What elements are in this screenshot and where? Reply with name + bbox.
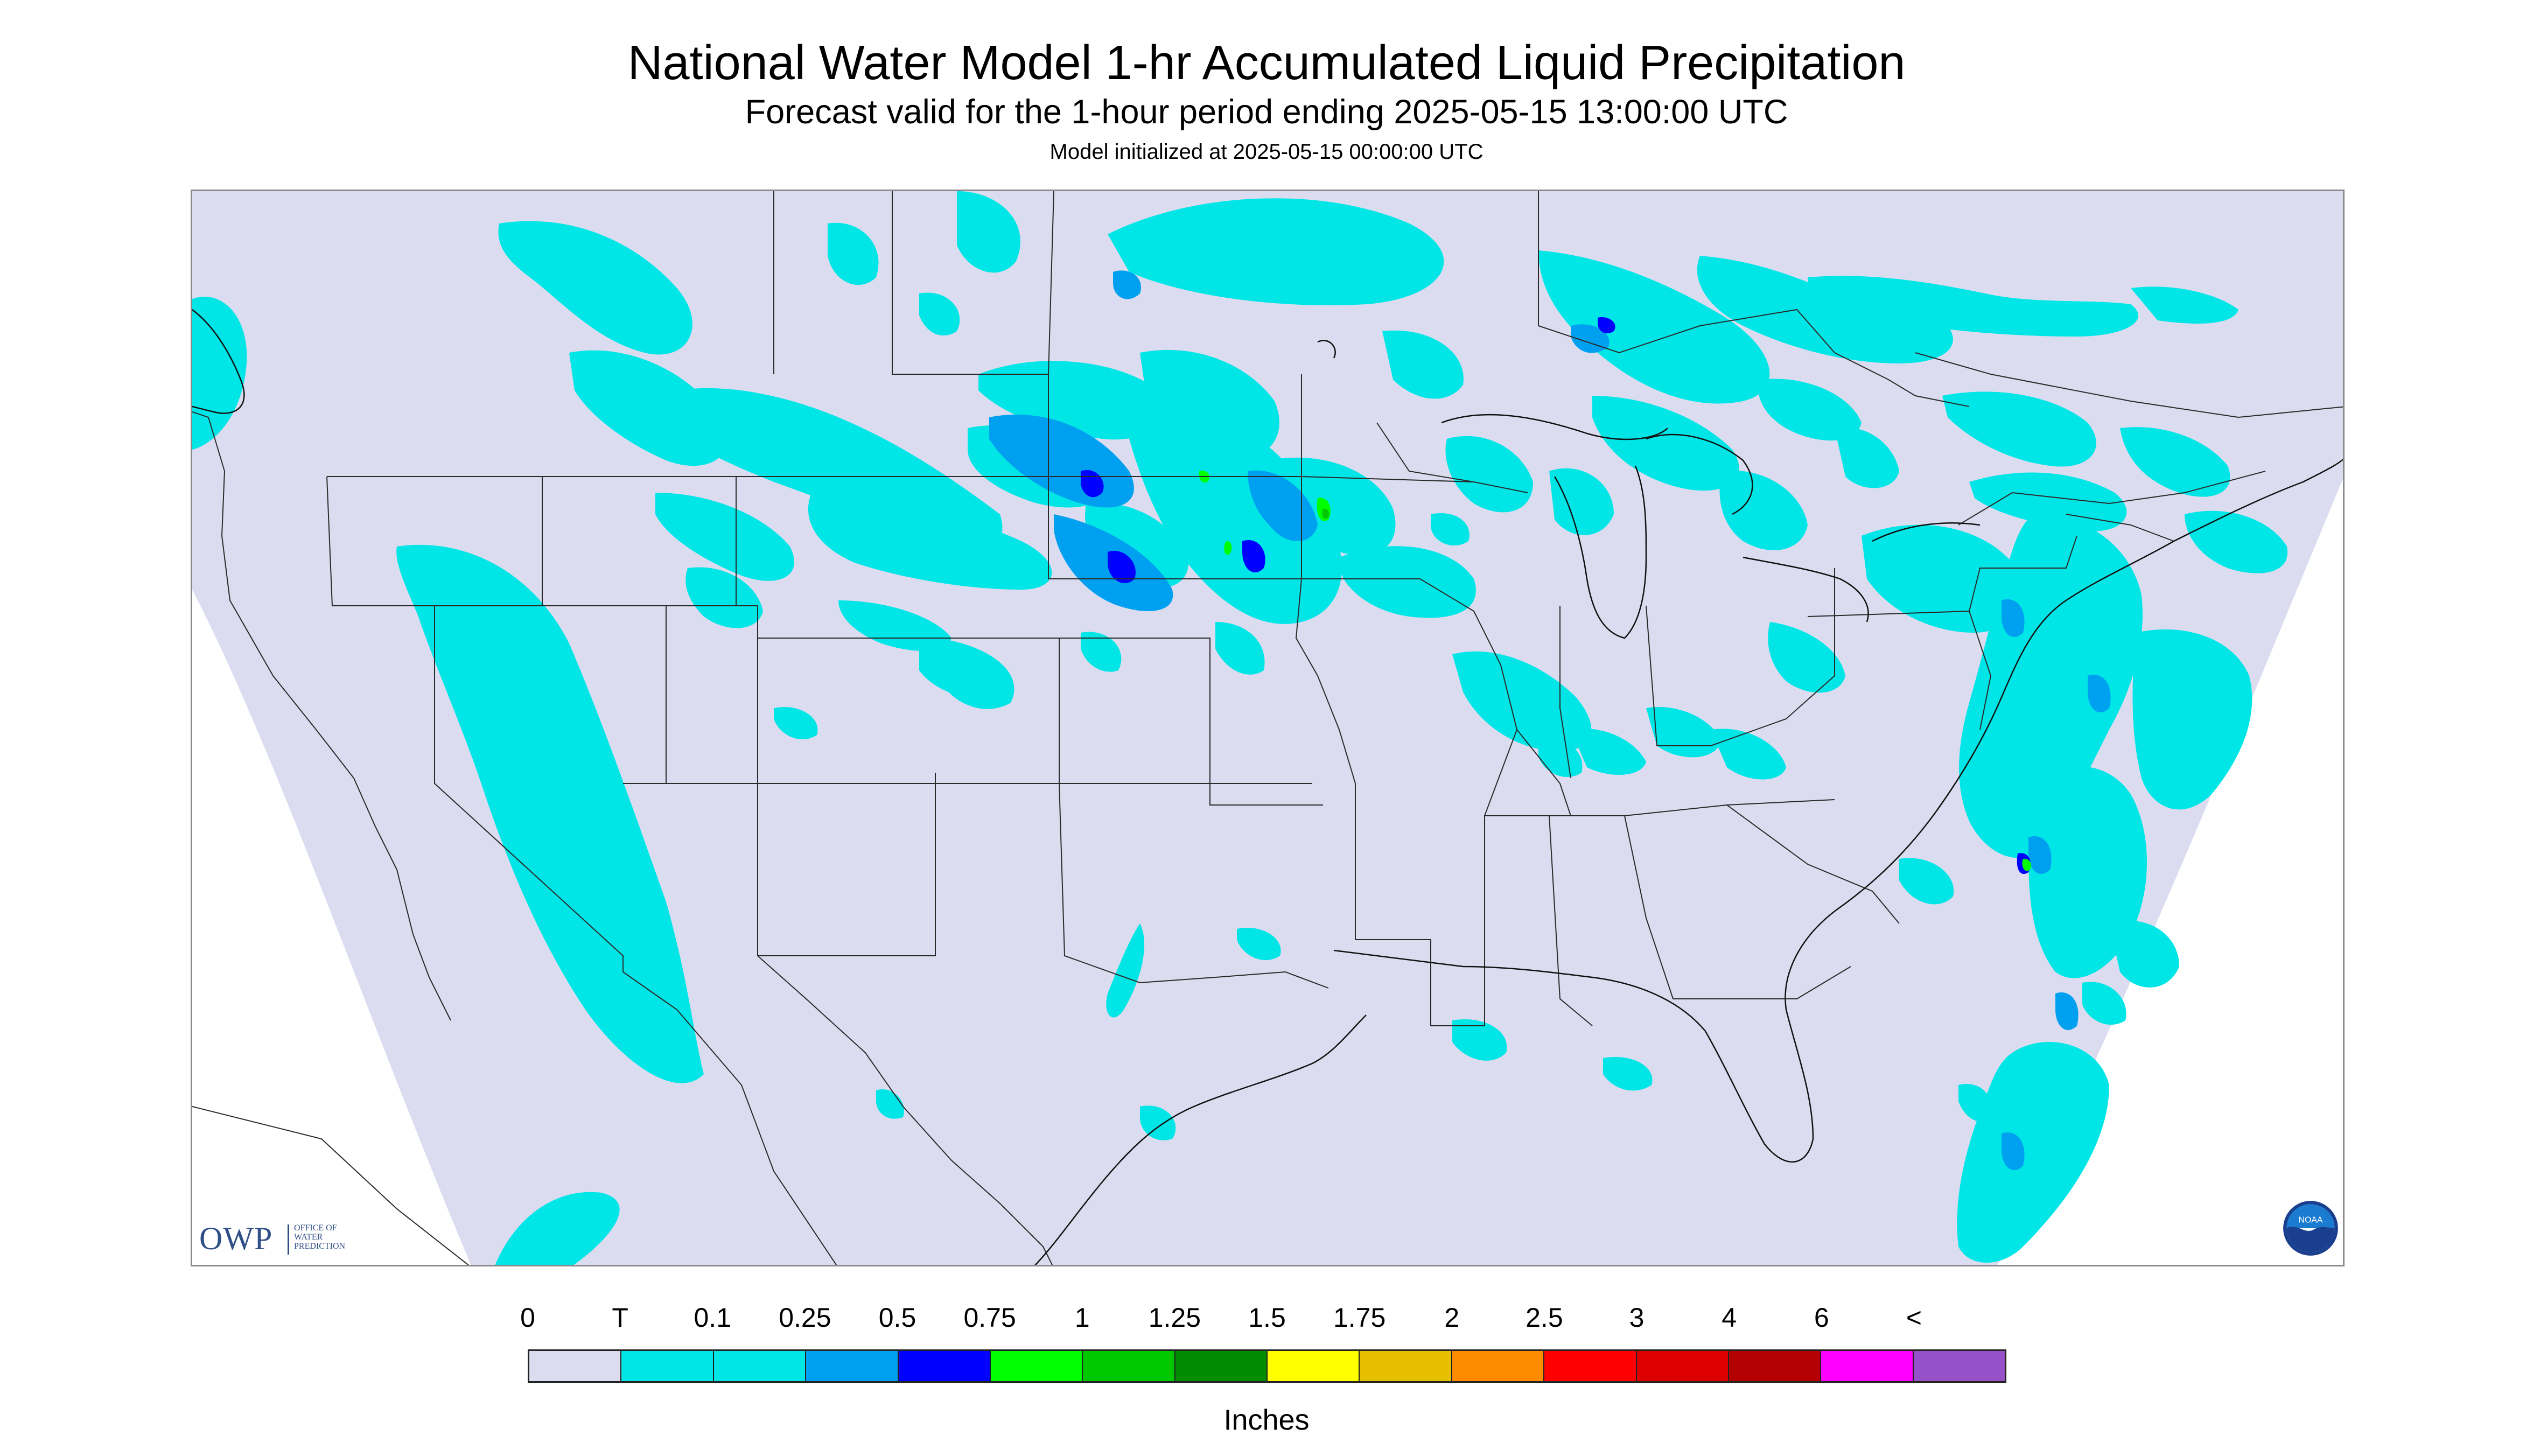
legend-label: 1 <box>1074 1303 1090 1333</box>
legend-label: 0 <box>520 1303 535 1333</box>
legend-swatch <box>1083 1351 1175 1381</box>
legend-swatch <box>621 1351 714 1381</box>
legend-label: 1.25 <box>1148 1303 1201 1333</box>
precip-trace-areas <box>192 191 2288 1265</box>
precip-075-areas <box>1199 471 2032 871</box>
legend-swatch <box>990 1351 1083 1381</box>
legend-swatch <box>806 1351 899 1381</box>
legend-swatch <box>1544 1351 1637 1381</box>
legend-label: 0.5 <box>878 1303 916 1333</box>
legend-label: T <box>612 1303 628 1333</box>
legend-label: 2.5 <box>1526 1303 1563 1333</box>
legend-swatch <box>713 1351 807 1381</box>
legend-swatch <box>1636 1351 1729 1381</box>
political-boundaries <box>192 191 2343 1265</box>
svg-text:NOAA: NOAA <box>2298 1215 2322 1224</box>
legend-swatch <box>1821 1351 1914 1381</box>
owp-logo-divider <box>288 1224 289 1255</box>
map-title: National Water Model 1-hr Accumulated Li… <box>627 36 1906 90</box>
legend-label: 3 <box>1629 1303 1645 1333</box>
legend-label: 6 <box>1814 1303 1829 1333</box>
legend-swatch <box>529 1351 622 1381</box>
owp-logo-subtext: OFFICE OF WATER PREDICTION <box>294 1223 346 1251</box>
coastlines <box>192 309 2343 1265</box>
noaa-logo-icon: NOAA <box>2283 1201 2338 1256</box>
legend-swatch <box>1175 1351 1268 1381</box>
legend-swatch <box>1913 1351 2005 1381</box>
legend-label: 2 <box>1444 1303 1460 1333</box>
legend-swatch <box>1268 1351 1360 1381</box>
color-legend-bar <box>528 1349 2006 1383</box>
map-subtitle: Forecast valid for the 1-hour period end… <box>745 93 1788 131</box>
owp-logo: OWP OFFICE OF WATER PREDICTION <box>199 1218 372 1261</box>
legend-label: 0.75 <box>963 1303 1016 1333</box>
legend-swatch <box>1452 1351 1545 1381</box>
owp-logo-text: OWP <box>199 1221 273 1256</box>
legend-label: 4 <box>1722 1303 1737 1333</box>
legend-label: 1.75 <box>1333 1303 1386 1333</box>
legend-swatch <box>1360 1351 1452 1381</box>
precipitation-map <box>191 190 2345 1266</box>
legend-label: 0.25 <box>779 1303 831 1333</box>
legend-label: 0.1 <box>694 1303 732 1333</box>
legend-swatch <box>1729 1351 1822 1381</box>
legend-label: < <box>1906 1303 1922 1333</box>
legend-label: 1.5 <box>1248 1303 1286 1333</box>
legend-units: Inches <box>1223 1404 1310 1436</box>
map-canvas <box>192 191 2343 1265</box>
legend-swatch <box>898 1351 991 1381</box>
model-init-line: Model initialized at 2025-05-15 00:00:00… <box>1049 140 1484 164</box>
